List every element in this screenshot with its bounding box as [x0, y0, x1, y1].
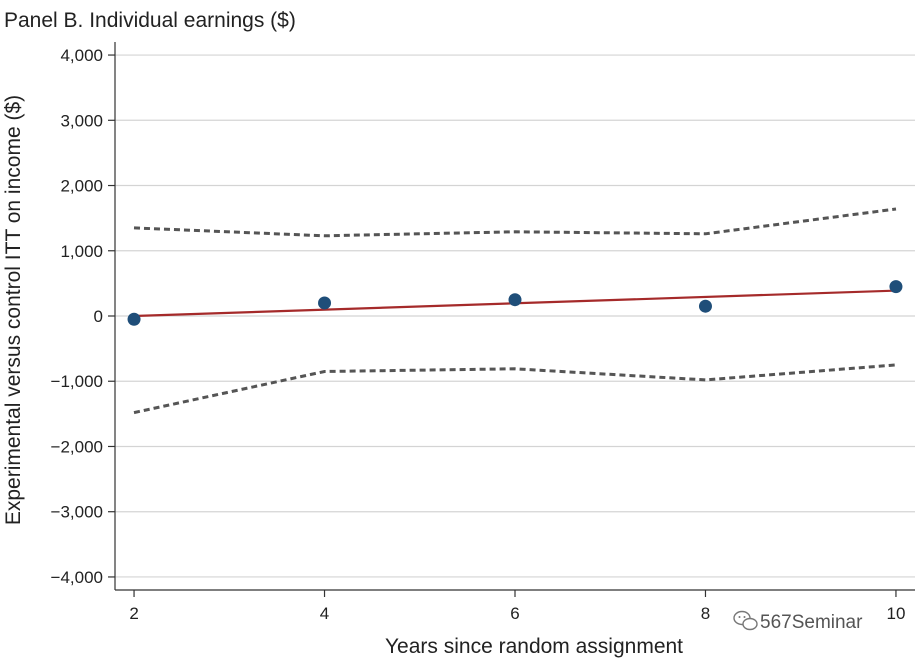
y-axis-label: Experimental versus control ITT on incom… [2, 95, 25, 525]
x-tick-label: 4 [320, 604, 329, 623]
data-point [889, 280, 903, 294]
y-tick-label: −2,000 [51, 437, 103, 456]
y-tick-label: 1,000 [60, 242, 103, 261]
watermark: 567Seminar [733, 610, 863, 633]
y-tick-label: 3,000 [60, 111, 103, 130]
y-tick-label: −3,000 [51, 503, 103, 522]
x-tick-label: 10 [886, 604, 905, 623]
watermark-text: 567Seminar [760, 612, 863, 633]
ci-line [133, 207, 897, 238]
x-axis-label: Years since random assignment [385, 635, 683, 658]
ci-line [133, 363, 897, 415]
chart-title: Panel B. Individual earnings ($) [4, 9, 296, 32]
x-tick-label: 8 [701, 604, 710, 623]
x-tick-label: 2 [129, 604, 138, 623]
wechat-icon [733, 610, 758, 631]
data-point [508, 293, 522, 307]
y-tick-label: 4,000 [60, 46, 103, 65]
data-point [318, 296, 332, 310]
grid [115, 54, 915, 578]
data-point [127, 312, 141, 326]
axes: 4,000 3,000 2,000 1,000 0 −1,000 −2,000 −3,000 −… [51, 42, 915, 623]
y-tick-label: −4,000 [51, 568, 103, 587]
y-tick-label: 0 [94, 307, 103, 326]
x-tick-label: 6 [510, 604, 519, 623]
data-points [127, 280, 903, 326]
y-tick-label: −1,000 [51, 372, 103, 391]
y-tick-label: 2,000 [60, 177, 103, 196]
data-point [698, 299, 712, 313]
confidence-interval-lines [133, 207, 897, 415]
